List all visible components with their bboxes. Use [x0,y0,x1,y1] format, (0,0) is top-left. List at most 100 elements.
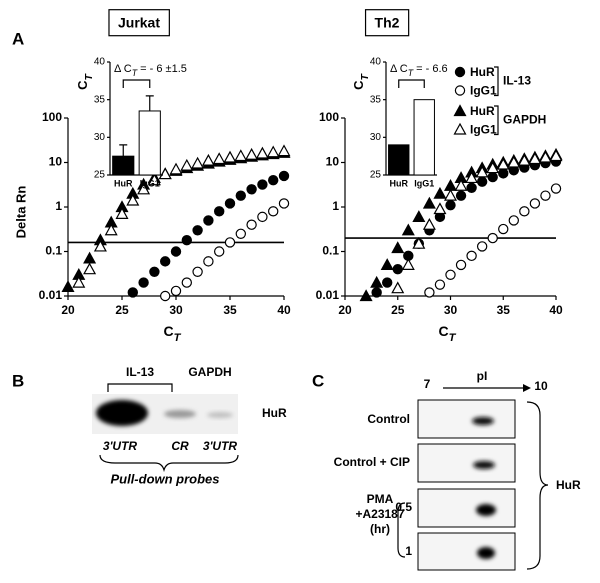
data-point [412,236,426,249]
band [164,410,196,418]
data-point [455,259,467,271]
data-point [180,158,194,171]
panel-label: C [312,371,324,390]
gel [417,443,516,483]
y-axis-label: Delta Rn [13,186,28,239]
data-point [455,190,467,201]
x-tick-label: 25 [115,303,129,317]
data-point [508,215,519,226]
x-tick-label: HuR [390,178,409,188]
data-point [443,179,458,191]
annotation-part: = - 6 ±1.5 [137,63,187,75]
band [207,412,233,418]
legend-marker [453,122,467,135]
x-axis-label-part: C [439,323,449,339]
y-tick-label: 100 [319,110,339,124]
spot [472,417,494,425]
data-point [147,173,161,186]
time-label: 0.5 [395,500,412,514]
brace [526,401,549,570]
bracket [397,502,406,558]
lane-label: 3'UTR [203,439,238,453]
data-point [392,264,403,275]
x-axis-label-part: C [164,323,174,339]
y-tick-label: 100 [42,110,62,124]
legend-label: HuR [470,65,495,79]
data-point [454,179,468,191]
protein-label: HuR [262,406,287,420]
x-tick-label: 40 [549,303,563,317]
x-axis-label: CT [439,323,457,344]
annotation: Δ CT = - 6 ±1.5 [114,63,187,78]
y-axis-label: CT [351,72,371,89]
data-point [487,171,498,183]
bar [112,155,135,176]
data-point [235,228,246,239]
bar [138,110,161,176]
data-point [433,202,447,215]
data-point [181,277,192,288]
x-tick-label: 20 [61,303,75,317]
legend-marker [454,66,466,78]
annotation: Δ CT = - 6.6 [390,63,448,78]
data-point [201,153,215,166]
annotation-bracket [122,79,151,88]
data-point [391,241,405,254]
x-tick-label: 35 [223,303,237,317]
data-point [268,206,279,217]
data-point [422,217,436,230]
data-point [170,285,182,297]
data-point [476,241,488,252]
x-tick-label: IgG1 [140,178,160,188]
x-tick-label: 35 [497,303,511,317]
group-bracket [107,383,173,392]
error-bar [119,144,128,157]
data-point [529,198,541,209]
data-point [213,246,225,257]
y-tick-label: 25 [94,170,106,181]
x-tick-label: 30 [169,303,183,317]
data-point [192,225,203,236]
data-point [257,179,268,190]
title-box [364,9,410,37]
data-point [466,182,477,194]
lane-label: 3'UTR [103,439,138,453]
data-point [550,183,562,194]
data-point [549,149,563,162]
x-tick-label: HuR [114,178,133,188]
data-point [245,147,259,160]
data-point [486,161,500,174]
data-point [445,199,456,211]
data-point [159,290,171,302]
lane-label: CR [171,439,189,453]
chart-title: Th2 [375,15,400,31]
treatment-label: PMA [367,492,394,506]
y-tick-label: 10 [49,155,63,169]
row-label: Control [367,412,410,426]
data-point [371,287,382,298]
data-point [391,281,405,294]
y-axis-label-part: T [84,72,95,80]
group-label: IL-13 [126,365,154,379]
data-point [115,207,129,219]
x-tick-label: IgG1 [414,178,434,188]
data-point [498,168,509,179]
annotation-part: Δ C [390,63,408,75]
data-point [169,162,183,175]
y-tick-label: 25 [370,170,382,181]
gel [417,532,516,571]
spot [476,504,496,516]
data-point [382,277,393,288]
x-axis-label-part: T [449,332,457,344]
data-point [434,279,446,290]
data-point [213,206,225,217]
data-point [465,171,479,184]
data-point [235,190,246,201]
legend-label: IgG1 [470,123,497,137]
data-point [170,246,182,257]
data-point [268,175,279,186]
data-point [496,157,510,170]
data-point [476,176,488,187]
y-tick-label: 0.01 [316,288,340,302]
